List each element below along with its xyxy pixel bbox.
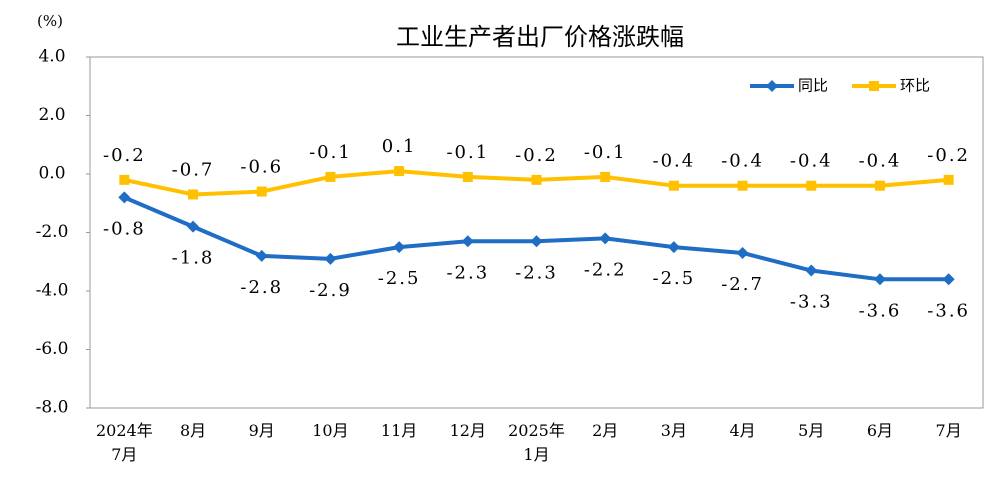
- point: [187, 220, 200, 233]
- point: [668, 180, 679, 191]
- data-label: -3.3: [790, 292, 833, 313]
- point: [599, 232, 612, 245]
- data-label: -0.2: [927, 145, 970, 166]
- x-tick-label: 8月: [179, 421, 207, 440]
- point: [256, 186, 267, 197]
- x-tick-label: 2月: [592, 421, 619, 440]
- point: [805, 264, 818, 277]
- point: [736, 246, 749, 259]
- point: [255, 249, 268, 262]
- data-label: -2.2: [584, 259, 627, 280]
- x-tick-label: 11月: [380, 421, 418, 440]
- y-tick-label: 2.0: [38, 105, 65, 125]
- chart-title: 工业生产者出厂价格涨跌幅: [396, 23, 684, 51]
- point: [600, 171, 611, 182]
- x-tick-label: 3月: [660, 421, 687, 440]
- legend-label: 环比: [900, 77, 930, 95]
- data-label: -2.5: [653, 268, 696, 289]
- point: [530, 235, 543, 248]
- point: [461, 235, 474, 248]
- y-tick-label: -8.0: [36, 398, 69, 418]
- y-tick-label: -2.0: [36, 222, 69, 242]
- data-label: -0.4: [790, 151, 833, 172]
- point: [873, 273, 886, 286]
- data-label: -0.4: [859, 151, 902, 172]
- point: [394, 166, 405, 177]
- data-label: -0.2: [103, 145, 146, 166]
- data-label: -0.4: [721, 151, 764, 172]
- x-tick-label: 12月: [449, 421, 486, 440]
- plot-frame: [89, 56, 984, 409]
- data-label: -2.7: [721, 274, 764, 295]
- point: [737, 180, 748, 191]
- x-tick-label: 6月: [866, 421, 894, 440]
- data-label: -0.8: [103, 218, 146, 239]
- data-label: -3.6: [927, 300, 970, 321]
- data-label: -3.6: [859, 300, 902, 321]
- x-tick-label: 10月: [312, 421, 349, 440]
- point: [325, 171, 336, 182]
- data-label: -0.1: [446, 142, 489, 163]
- x-tick-label: 7月: [935, 421, 962, 440]
- data-label: -0.2: [515, 145, 558, 166]
- point: [874, 180, 885, 191]
- point: [531, 174, 542, 185]
- point: [943, 174, 954, 185]
- data-label: 0.1: [382, 136, 417, 157]
- point: [942, 273, 955, 286]
- y-tick-label: -6.0: [36, 339, 69, 359]
- data-label: -2.5: [378, 268, 421, 289]
- x-tick-label: 2024年 7月: [95, 421, 153, 464]
- data-label: -0.1: [584, 142, 627, 163]
- point: [667, 241, 680, 254]
- y-tick-label: -4.0: [36, 281, 69, 301]
- data-label: -2.9: [309, 280, 352, 301]
- data-label: -2.3: [446, 262, 489, 283]
- point: [462, 171, 473, 182]
- x-tick-label: 5月: [798, 421, 825, 440]
- data-label: -0.6: [240, 157, 283, 178]
- x-tick-label: 2025年 1月: [508, 421, 565, 464]
- data-label: -1.8: [172, 248, 215, 269]
- point: [324, 252, 337, 265]
- x-tick-label: 9月: [248, 421, 275, 440]
- legend-marker: [766, 80, 778, 92]
- point: [118, 191, 131, 204]
- y-axis-unit: (%): [37, 12, 63, 30]
- point: [806, 180, 817, 191]
- data-label: -2.3: [515, 262, 558, 283]
- point: [393, 241, 406, 254]
- data-label: -2.8: [240, 277, 283, 298]
- data-label: -0.7: [172, 159, 215, 180]
- point: [188, 189, 199, 200]
- legend-label: 同比: [798, 77, 828, 95]
- x-tick-label: 4月: [729, 421, 756, 440]
- data-label: -0.1: [309, 142, 352, 163]
- y-tick-label: 4.0: [38, 47, 65, 67]
- point: [119, 174, 130, 185]
- legend-marker: [869, 81, 879, 91]
- data-label: -0.4: [653, 151, 696, 172]
- y-tick-label: 0.0: [38, 164, 65, 184]
